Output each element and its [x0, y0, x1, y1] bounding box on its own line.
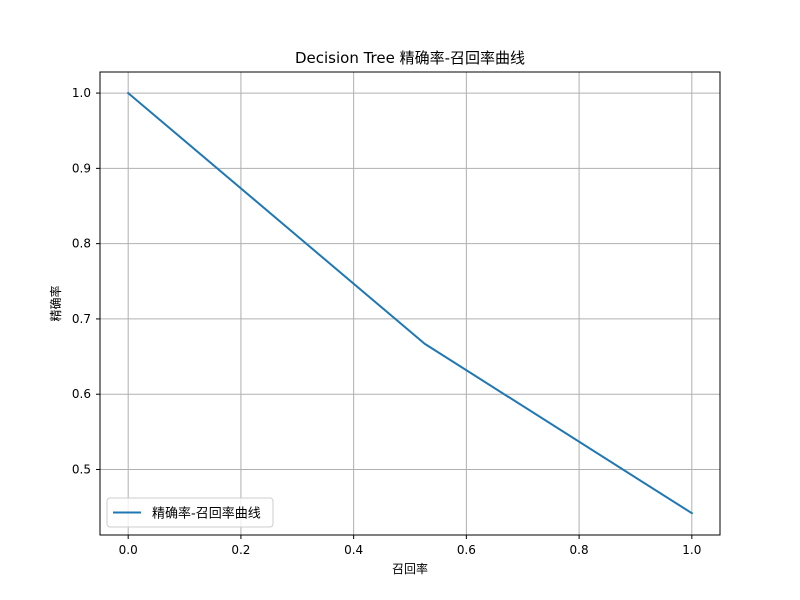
x-tick-label: 0.0	[119, 543, 138, 557]
y-tick-label: 0.9	[72, 161, 91, 175]
y-axis-label: 精确率	[48, 285, 63, 321]
x-axis-label: 召回率	[392, 561, 428, 576]
x-tick-label: 0.8	[570, 543, 589, 557]
x-tick-label: 0.6	[457, 543, 476, 557]
x-tick-label: 0.4	[344, 543, 363, 557]
legend-box	[106, 497, 274, 528]
y-tick-label: 0.8	[72, 237, 91, 251]
x-tick-label: 1.0	[682, 543, 701, 557]
legend-label: 精确率-召回率曲线	[152, 506, 261, 522]
tick-layer: 0.0 0.2 0.4 0.6 0.8 1.0 0.5 0.6 0.7 0.8 0.9 1.0	[72, 86, 701, 557]
grid-layer	[100, 72, 720, 535]
y-tick-label: 1.0	[72, 86, 91, 100]
y-tick-label: 0.6	[72, 387, 91, 401]
plot-frame	[99, 71, 721, 536]
y-tick-label: 0.7	[72, 312, 91, 326]
y-tick-label: 0.5	[72, 463, 91, 477]
x-tick-label: 0.2	[231, 543, 250, 557]
chart-title: Decision Tree 精确率-召回率曲线	[295, 49, 525, 67]
pr-curve-line	[126, 91, 694, 515]
legend: 精确率-召回率曲线	[106, 497, 274, 528]
series-layer	[126, 91, 694, 515]
